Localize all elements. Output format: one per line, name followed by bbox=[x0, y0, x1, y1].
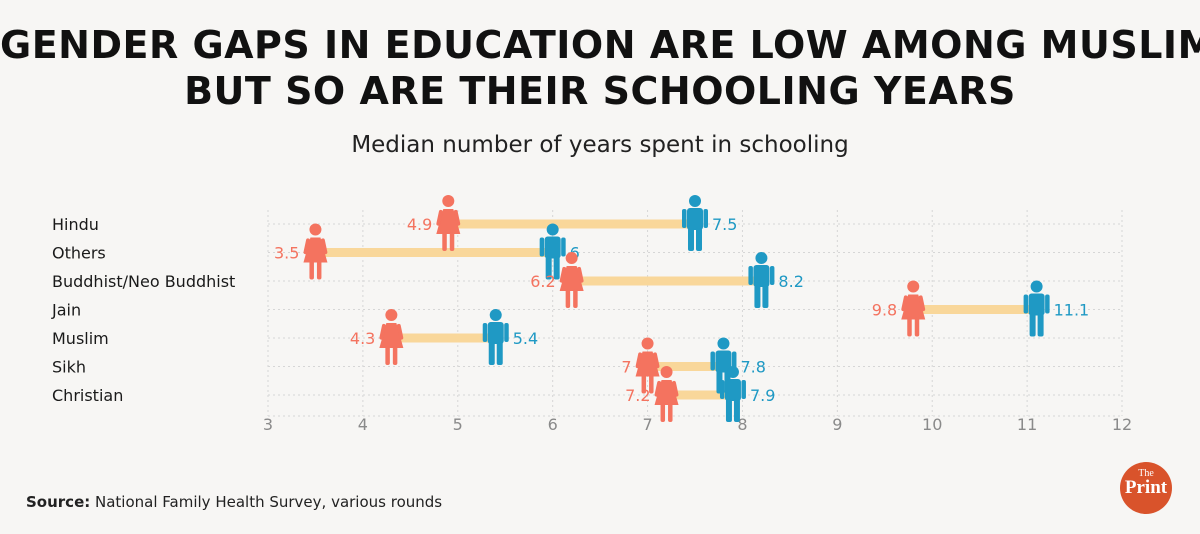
x-tick-label: 10 bbox=[922, 415, 942, 434]
woman-icon bbox=[559, 252, 584, 308]
male-value-label: 5.4 bbox=[513, 329, 538, 348]
man-icon bbox=[482, 309, 509, 365]
category-label: Muslim bbox=[52, 329, 109, 348]
male-value-label: 8.2 bbox=[778, 272, 803, 291]
category-label: Sikh bbox=[52, 358, 86, 377]
x-tick-label: 3 bbox=[263, 415, 273, 434]
female-value-label: 7.2 bbox=[625, 386, 650, 405]
man-icon bbox=[719, 366, 746, 422]
source-text: National Family Health Survey, various r… bbox=[90, 493, 443, 511]
category-label: Hindu bbox=[52, 215, 99, 234]
x-tick-label: 9 bbox=[832, 415, 842, 434]
woman-icon bbox=[379, 309, 404, 365]
gap-connector bbox=[391, 333, 496, 343]
gap-connector bbox=[666, 390, 733, 400]
female-value-label: 9.8 bbox=[872, 301, 897, 320]
woman-icon bbox=[303, 223, 328, 280]
woman-icon bbox=[635, 337, 660, 394]
x-tick-label: 12 bbox=[1112, 415, 1132, 434]
gap-connector bbox=[647, 362, 724, 371]
woman-icon bbox=[901, 280, 926, 337]
chart-subtitle: Median number of years spent in schoolin… bbox=[351, 132, 849, 158]
man-icon bbox=[539, 223, 566, 280]
x-tick-label: 5 bbox=[453, 415, 463, 434]
man-icon bbox=[748, 252, 775, 308]
female-value-label: 4.9 bbox=[407, 215, 432, 234]
female-value-label: 4.3 bbox=[350, 329, 375, 348]
theprint-logo: The Print bbox=[1120, 462, 1172, 514]
category-label: Jain bbox=[51, 301, 81, 320]
gap-connector bbox=[448, 219, 695, 229]
category-label: Buddhist/Neo Buddhist bbox=[52, 272, 235, 291]
x-tick-label: 4 bbox=[358, 415, 368, 434]
male-value-label: 7.5 bbox=[712, 215, 737, 234]
x-tick-label: 8 bbox=[737, 415, 747, 434]
x-tick-label: 7 bbox=[642, 415, 652, 434]
title-line-2: BUT SO ARE THEIR SCHOOLING YEARS bbox=[184, 69, 1016, 113]
x-tick-label: 11 bbox=[1017, 415, 1037, 434]
source-note: Source: National Family Health Survey, v… bbox=[26, 493, 442, 511]
logo-big-text: Print bbox=[1124, 477, 1168, 498]
woman-icon bbox=[436, 195, 461, 251]
gap-connector bbox=[315, 248, 553, 257]
source-label: Source: bbox=[26, 493, 91, 511]
man-icon bbox=[682, 195, 708, 251]
gap-connector bbox=[571, 276, 762, 286]
female-value-label: 7 bbox=[621, 358, 631, 377]
category-label: Christian bbox=[52, 386, 123, 405]
gap-connector bbox=[913, 305, 1037, 314]
title-line-1: GENDER GAPS IN EDUCATION ARE LOW AMONG M… bbox=[0, 23, 1200, 67]
female-value-label: 6.2 bbox=[530, 272, 555, 291]
category-label: Others bbox=[52, 244, 106, 263]
logo-small-text: The bbox=[1138, 468, 1154, 479]
male-value-label: 7.9 bbox=[750, 386, 775, 405]
chart-title: GENDER GAPS IN EDUCATION ARE LOW AMONG M… bbox=[0, 22, 1200, 114]
male-value-label: 7.8 bbox=[740, 358, 765, 377]
man-icon bbox=[1023, 280, 1050, 337]
woman-icon bbox=[654, 366, 679, 422]
dumbbell-chart: 3 4 5 6 7 8 9 10 11 12 Hindu Others Buddhist/Neo Bud… bbox=[51, 195, 1132, 434]
female-value-label: 3.5 bbox=[274, 244, 299, 263]
x-tick-label: 6 bbox=[548, 415, 558, 434]
male-value-label: 11.1 bbox=[1054, 301, 1090, 320]
